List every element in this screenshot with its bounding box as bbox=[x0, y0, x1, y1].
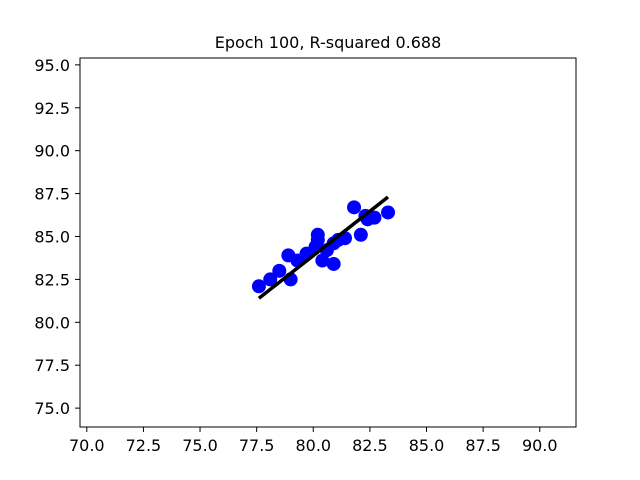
scatter-point bbox=[367, 210, 382, 225]
scatter-point bbox=[310, 232, 325, 247]
x-tick-label: 75.0 bbox=[182, 436, 218, 455]
y-tick-label: 95.0 bbox=[34, 56, 70, 75]
x-tick-label: 85.0 bbox=[409, 436, 445, 455]
y-tick-label: 92.5 bbox=[34, 99, 70, 118]
y-tick-label: 90.0 bbox=[34, 142, 70, 161]
x-tick-label: 72.5 bbox=[126, 436, 162, 455]
scatter-point bbox=[251, 279, 266, 294]
x-tick-label: 82.5 bbox=[352, 436, 388, 455]
plot-frame bbox=[79, 57, 577, 428]
chart-title: Epoch 100, R-squared 0.688 bbox=[215, 33, 442, 52]
scatter-point bbox=[272, 263, 287, 278]
x-tick-label: 80.0 bbox=[295, 436, 331, 455]
scatter-point bbox=[263, 272, 278, 287]
y-tick-label: 87.5 bbox=[34, 185, 70, 204]
x-tick-label: 90.0 bbox=[522, 436, 558, 455]
scatter-point bbox=[353, 227, 368, 242]
y-tick-label: 77.5 bbox=[34, 356, 70, 375]
scatter-point bbox=[381, 205, 396, 220]
y-tick-label: 80.0 bbox=[34, 313, 70, 332]
x-tick-label: 77.5 bbox=[239, 436, 275, 455]
y-tick-label: 82.5 bbox=[34, 270, 70, 289]
y-tick-label: 85.0 bbox=[34, 227, 70, 246]
plot-area bbox=[251, 195, 396, 300]
x-tick-label: 87.5 bbox=[465, 436, 501, 455]
axes: 70.0 72.5 75.0 77.5 80.0 82.5 85.0 87.5 90.0 75.0… bbox=[34, 56, 557, 455]
y-tick-label: 75.0 bbox=[34, 399, 70, 418]
x-tick-label: 70.0 bbox=[69, 436, 105, 455]
scatter-point bbox=[347, 200, 362, 215]
scatter-point bbox=[326, 256, 341, 271]
regression-line bbox=[257, 195, 390, 300]
